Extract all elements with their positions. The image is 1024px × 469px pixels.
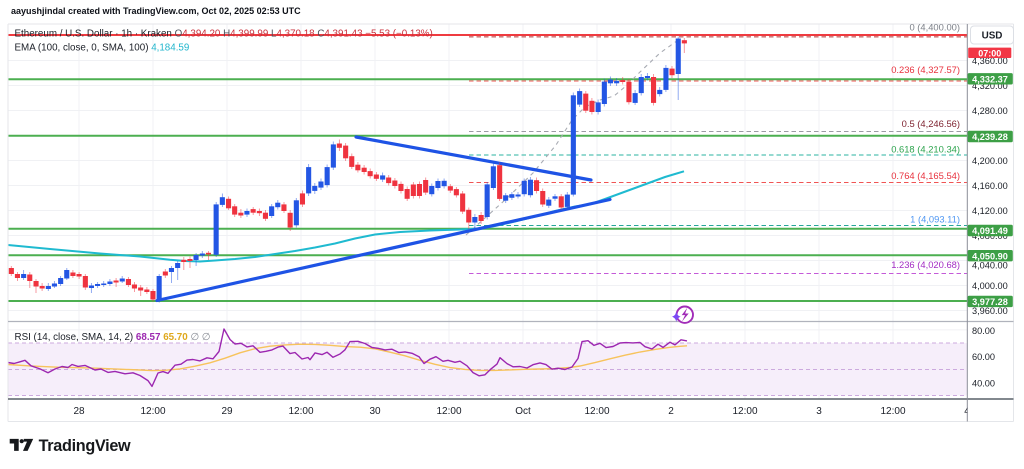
svg-text:0.5 (4,246.56): 0.5 (4,246.56) (902, 118, 960, 129)
svg-text:EMA (100, close, 0, SMA, 100): EMA (100, close, 0, SMA, 100) 4,184.59 (15, 43, 190, 54)
svg-text:4,280.00: 4,280.00 (972, 106, 1008, 116)
svg-text:4,320.00: 4,320.00 (972, 81, 1008, 91)
svg-text:4,332.37: 4,332.37 (972, 74, 1008, 84)
svg-text:4: 4 (964, 406, 970, 417)
svg-text:2: 2 (668, 406, 674, 417)
svg-text:Ethereum / U.S. Dollar · 1h ·: Ethereum / U.S. Dollar · 1h · Kraken O4,… (15, 29, 433, 40)
svg-text:12:00: 12:00 (732, 406, 757, 417)
svg-text:USD: USD (982, 30, 1003, 41)
svg-text:07:00: 07:00 (978, 48, 1001, 58)
svg-text:RSI (14, close, SMA, 14, 2) 68: RSI (14, close, SMA, 14, 2) 68.57 65.70 … (15, 332, 211, 343)
svg-text:0.764 (4,165.54): 0.764 (4,165.54) (891, 170, 960, 181)
svg-text:4,000.00: 4,000.00 (972, 281, 1008, 291)
svg-text:4,050.90: 4,050.90 (972, 251, 1008, 261)
svg-text:12:00: 12:00 (880, 406, 905, 417)
svg-text:1 (4,093.11): 1 (4,093.11) (910, 213, 960, 224)
svg-text:4,239.28: 4,239.28 (972, 132, 1008, 142)
svg-text:4,120.00: 4,120.00 (972, 206, 1008, 216)
svg-text:29: 29 (221, 406, 233, 417)
svg-text:0.618 (4,210.34): 0.618 (4,210.34) (891, 143, 960, 154)
svg-text:3,977.28: 3,977.28 (972, 297, 1008, 307)
svg-text:28: 28 (73, 406, 85, 417)
svg-text:40.00: 40.00 (972, 378, 995, 388)
svg-text:aayushjindal created with Trad: aayushjindal created with TradingView.co… (11, 6, 301, 16)
svg-text:30: 30 (369, 406, 381, 417)
svg-text:60.00: 60.00 (972, 352, 995, 362)
svg-text:TradingView: TradingView (39, 437, 131, 455)
svg-text:4,091.49: 4,091.49 (972, 226, 1008, 236)
svg-text:3: 3 (816, 406, 822, 417)
svg-text:0 (4,400.00): 0 (4,400.00) (909, 22, 960, 33)
svg-text:4,360.00: 4,360.00 (972, 56, 1008, 66)
svg-text:1.236 (4,020.68): 1.236 (4,020.68) (891, 259, 960, 270)
svg-text:12:00: 12:00 (584, 406, 609, 417)
svg-text:4,040.00: 4,040.00 (972, 260, 1008, 270)
svg-text:80.00: 80.00 (972, 326, 995, 336)
svg-text:Oct: Oct (515, 406, 531, 417)
svg-text:12:00: 12:00 (436, 406, 461, 417)
svg-text:0.236 (4,327.57): 0.236 (4,327.57) (891, 64, 960, 75)
svg-text:4,200.00: 4,200.00 (972, 156, 1008, 166)
svg-text:12:00: 12:00 (288, 406, 313, 417)
svg-text:12:00: 12:00 (140, 406, 165, 417)
svg-text:3,960.00: 3,960.00 (972, 306, 1008, 316)
svg-text:4,160.00: 4,160.00 (972, 181, 1008, 191)
